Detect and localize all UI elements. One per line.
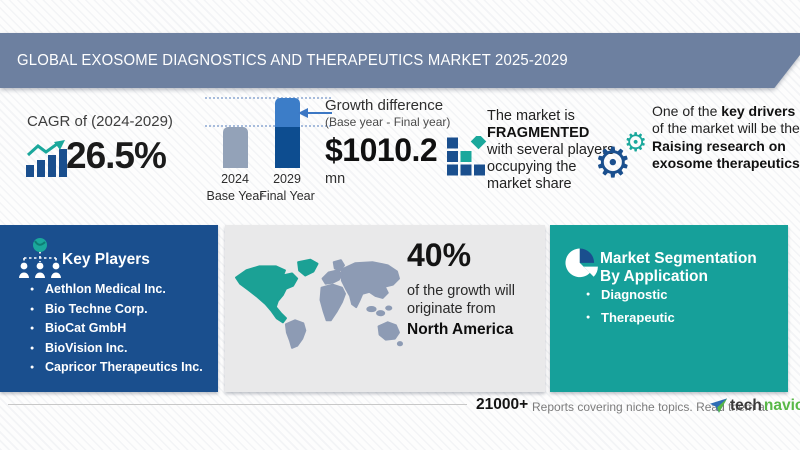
dashed-line-lower xyxy=(205,125,331,127)
pie-chart-icon xyxy=(565,248,598,278)
key-driver-mid: of the market will be the xyxy=(652,120,800,137)
map-other-continents xyxy=(284,259,403,349)
regional-panel: 40% of the growth will originate from No… xyxy=(225,225,545,392)
technavio-logo[interactable]: tech navio xyxy=(710,397,800,415)
segmentation-list: Diagnostic Therapeutic xyxy=(586,287,675,333)
key-player-item: Capricor Therapeutics Inc. xyxy=(30,360,203,374)
growth-difference-callout: Growth difference (Base year - Final yea… xyxy=(325,97,455,187)
key-driver-text: One of the key drivers of the market wil… xyxy=(652,103,800,172)
key-players-title: Key Players xyxy=(62,251,150,268)
fragmentation-post: with several players occupying the marke… xyxy=(487,142,615,193)
bar-base-year xyxy=(223,127,248,168)
region-text-body: of the growth will originate from xyxy=(407,283,515,317)
key-driver-pre: One of the xyxy=(652,103,722,119)
final-year-caption: 2029 Final Year xyxy=(249,172,325,203)
fragmentation-pre: The market is xyxy=(487,108,575,124)
base-year-value: 2024 xyxy=(221,172,249,186)
growth-difference-unit: mn xyxy=(325,171,346,187)
final-year-value: 2029 xyxy=(273,172,301,186)
bar-final-year-base-segment xyxy=(275,127,300,168)
key-player-item: BioVision Inc. xyxy=(30,341,203,355)
base-year-label: Base Year xyxy=(206,189,264,203)
map-north-america xyxy=(235,258,319,324)
growth-arrow-head xyxy=(298,108,308,118)
fragmentation-text: The market is FRAGMENTED with several pl… xyxy=(487,108,615,194)
key-players-list: Aethlon Medical Inc. Bio Techne Corp. Bi… xyxy=(30,282,203,380)
segmentation-item: Diagnostic xyxy=(586,287,675,302)
segmentation-item: Therapeutic xyxy=(586,310,675,325)
brand-tech: tech xyxy=(730,397,762,414)
region-percent: 40% xyxy=(407,237,472,273)
growth-arrow-line xyxy=(307,112,332,114)
key-driver-bold2: Raising research on exosome therapeutics xyxy=(652,137,800,172)
reports-count: 21000+ xyxy=(476,396,529,413)
cagr-value: 26.5% xyxy=(66,135,167,176)
key-player-item: Bio Techne Corp. xyxy=(30,302,203,316)
region-text: of the growth will originate from North … xyxy=(407,283,539,339)
region-name: North America xyxy=(407,320,514,338)
cagr-label: CAGR of (2024-2029) xyxy=(27,113,173,130)
page-title: GLOBAL EXOSOME DIAGNOSTICS AND THERAPEUT… xyxy=(17,51,568,69)
base-year-caption: 2024 Base Year xyxy=(197,172,273,203)
dashed-line-upper xyxy=(205,97,331,99)
bar-final-year xyxy=(275,98,300,168)
growth-difference-title: Growth difference xyxy=(325,97,444,114)
key-players-panel: Key Players Aethlon Medical Inc. Bio Tec… xyxy=(0,225,218,392)
world-map xyxy=(235,258,403,349)
title-banner-shape: GLOBAL EXOSOME DIAGNOSTICS AND THERAPEUT… xyxy=(0,33,800,88)
gear-small-icon: ⚙ xyxy=(624,128,648,158)
technavio-plane-icon xyxy=(710,397,728,413)
final-year-label: Final Year xyxy=(259,189,315,203)
fragmented-squares-icon xyxy=(447,136,487,176)
growth-difference-value: $1010.2 xyxy=(325,132,438,168)
gear-large-icon: ⚙ xyxy=(594,138,632,187)
key-players-icon xyxy=(19,238,61,278)
key-player-item: Aethlon Medical Inc. xyxy=(30,282,203,296)
key-driver-bold1: key drivers xyxy=(721,103,796,119)
segmentation-title: Market Segmentation By Application xyxy=(600,250,757,286)
growth-difference-subtitle: (Base year - Final year) xyxy=(325,115,451,129)
segmentation-panel: Market Segmentation By Application Diagn… xyxy=(550,225,788,392)
key-player-item: BioCat GmbH xyxy=(30,321,203,335)
brand-navio: navio xyxy=(763,397,800,414)
fragmentation-highlight: FRAGMENTED xyxy=(487,125,590,142)
bar-growth-icon xyxy=(26,140,67,177)
title-banner: GLOBAL EXOSOME DIAGNOSTICS AND THERAPEUT… xyxy=(0,33,800,88)
gears-icon: ⚙ ⚙ xyxy=(594,130,652,190)
bar-final-year-growth-segment xyxy=(275,98,300,127)
footer-divider xyxy=(8,404,467,405)
footer-text: Reports covering niche topics. Read them… xyxy=(532,400,769,414)
